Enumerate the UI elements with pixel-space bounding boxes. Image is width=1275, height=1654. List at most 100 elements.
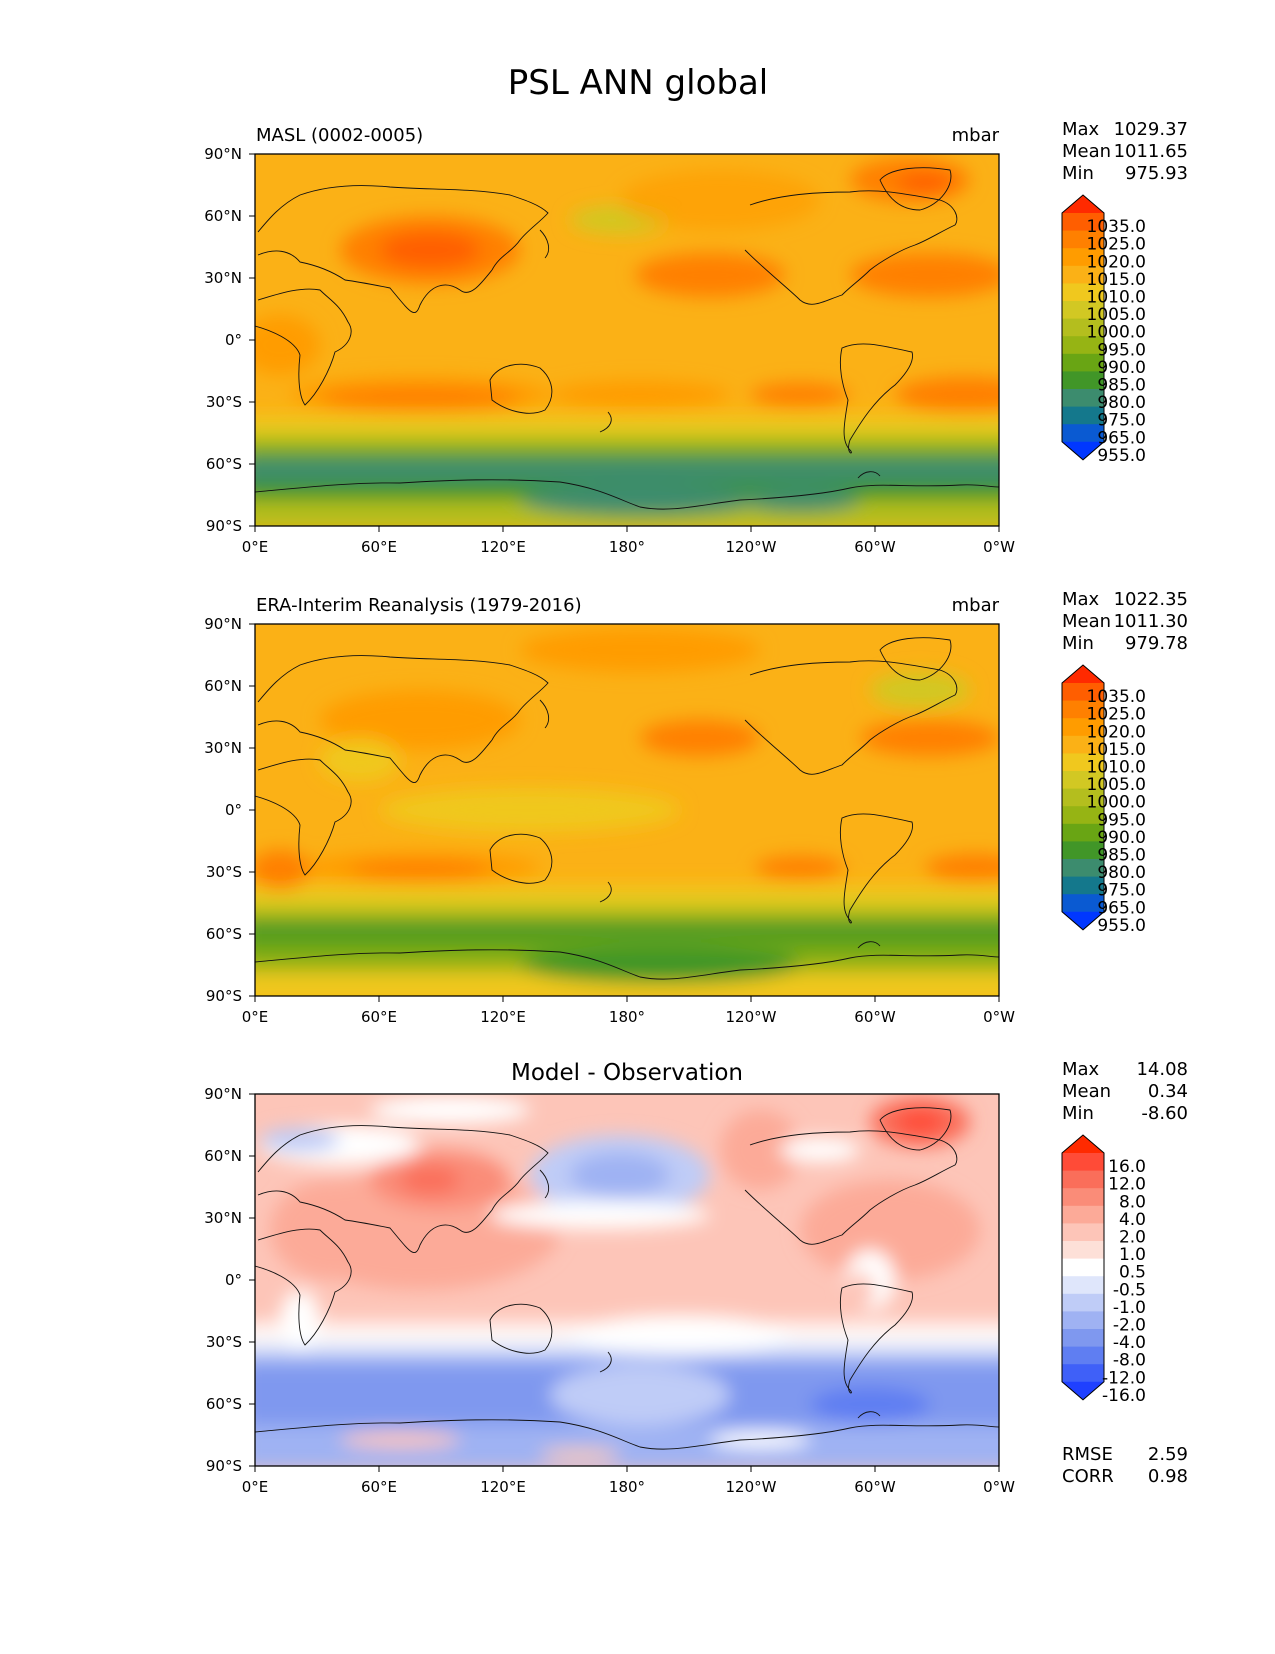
colorbar-tick-label: 1025.0 <box>1087 235 1146 255</box>
lat-tick: 30°S <box>206 863 242 881</box>
lat-axis: 90°N 60°N 30°N 0° 30°S 60°S 90°S <box>204 1085 242 1475</box>
lat-tick: 30°N <box>204 269 242 287</box>
lat-tick: 90°N <box>204 145 242 163</box>
colorbar-segment <box>1062 424 1104 443</box>
map-field <box>255 154 999 526</box>
colorbar-segment <box>1062 771 1104 790</box>
stat-label: Min <box>1062 1103 1094 1124</box>
colorbar-segment <box>1062 806 1104 825</box>
stat-value: 975.93 <box>1125 163 1188 184</box>
lat-tick: 90°S <box>206 987 242 1005</box>
lat-tick: 60°S <box>206 925 242 943</box>
colorbar-tick-label: 2.0 <box>1119 1228 1146 1248</box>
lat-tick: 60°S <box>206 1395 242 1413</box>
lon-tick: 0°W <box>983 1008 1015 1026</box>
colorbar-segment <box>1062 1188 1104 1207</box>
panel-title: Model - Observation <box>511 1060 743 1086</box>
colorbar-tick-label: 995.0 <box>1097 810 1146 830</box>
colorbar-segment <box>1062 1311 1104 1330</box>
colorbar-tick-label: 1005.0 <box>1087 775 1146 795</box>
lat-tick: 90°S <box>206 1457 242 1475</box>
colorbar-extend-max <box>1062 1135 1104 1153</box>
colorbar-extend-min <box>1062 441 1104 460</box>
colorbar-tick-label: -16.0 <box>1102 1386 1146 1406</box>
lat-tick: 30°N <box>204 739 242 757</box>
stat-value: 0.98 <box>1148 1466 1188 1487</box>
lon-tick: 120°E <box>480 1478 526 1496</box>
colorbar-extend-min <box>1062 1381 1104 1400</box>
lat-tick: 0° <box>225 1271 242 1289</box>
lon-tick: 180° <box>609 1478 645 1496</box>
lon-tick: 60°W <box>854 1008 896 1026</box>
colorbar-segment <box>1062 876 1104 895</box>
lon-tick: 0°E <box>242 1008 269 1026</box>
colorbar-tick-label: 990.0 <box>1097 358 1146 378</box>
lon-axis: 0°E 60°E 120°E 180° 120°W 60°W 0°W <box>242 538 1015 556</box>
lat-tick: 30°N <box>204 1209 242 1227</box>
colorbar-tick-label: -0.5 <box>1113 1280 1146 1300</box>
colorbar-segment <box>1062 1241 1104 1260</box>
lon-tick: 180° <box>609 1008 645 1026</box>
stat-value: -8.60 <box>1141 1103 1188 1124</box>
colorbar-tick-label: 980.0 <box>1097 393 1146 413</box>
colorbar-segment <box>1062 1223 1104 1242</box>
colorbar-segment <box>1062 718 1104 737</box>
colorbar-tick-label: -1.0 <box>1113 1298 1146 1318</box>
panel-title: MASL (0002-0005) <box>256 125 423 146</box>
colorbar-segment <box>1062 230 1104 249</box>
colorbar-tick-label: 1025.0 <box>1087 705 1146 725</box>
colorbar-segment <box>1062 336 1104 355</box>
panel-diff: Model - Observation <box>204 1059 1188 1496</box>
colorbar-tick-label: 1010.0 <box>1087 758 1146 778</box>
colorbar-extend-max <box>1062 665 1104 683</box>
colorbar-tick-label: 1015.0 <box>1087 270 1146 290</box>
colorbar-segment <box>1062 841 1104 860</box>
colorbar: 1035.01025.01020.01015.01010.01005.01000… <box>1061 194 1146 466</box>
stat-label: Mean <box>1062 1081 1111 1102</box>
colorbar-tick-label: 965.0 <box>1097 898 1146 918</box>
colorbar-segment <box>1062 265 1104 284</box>
coastlines <box>255 637 999 980</box>
colorbar-tick-label: -8.0 <box>1113 1351 1146 1371</box>
stat-value: 1011.30 <box>1114 611 1188 632</box>
stat-value: 979.78 <box>1125 633 1188 654</box>
lat-tick: 60°N <box>204 1147 242 1165</box>
lon-tick: 0°E <box>242 538 269 556</box>
stat-value: 1029.37 <box>1114 119 1188 140</box>
panel-obs: ERA-Interim Reanalysis (1979-2016) mbar <box>204 589 1188 1026</box>
colorbar-tick-label: 0.5 <box>1119 1263 1146 1283</box>
lat-tick: 0° <box>225 331 242 349</box>
colorbar-segment <box>1062 1170 1104 1189</box>
stat-label: Max <box>1062 1059 1100 1080</box>
lon-tick: 60°E <box>361 1008 397 1026</box>
lat-tick: 0° <box>225 801 242 819</box>
lat-tick: 60°N <box>204 207 242 225</box>
colorbar-segment <box>1062 1205 1104 1224</box>
stat-label: RMSE <box>1062 1444 1113 1465</box>
colorbar-tick-label: 1035.0 <box>1087 687 1146 707</box>
lon-tick: 180° <box>609 538 645 556</box>
lon-tick: 0°W <box>983 538 1015 556</box>
skill-stats-box: RMSE 2.59 CORR 0.98 <box>1062 1444 1188 1487</box>
colorbar-segment <box>1062 683 1104 702</box>
colorbar-segment <box>1062 353 1104 372</box>
lat-tick: 90°N <box>204 1085 242 1103</box>
colorbar-segment <box>1062 389 1104 408</box>
lon-tick: 120°E <box>480 1008 526 1026</box>
lat-tick: 30°S <box>206 1333 242 1351</box>
stat-value: 1022.35 <box>1114 589 1188 610</box>
lon-tick: 120°W <box>726 1008 777 1026</box>
colorbar-segment <box>1062 823 1104 842</box>
colorbar-tick-label: 965.0 <box>1097 428 1146 448</box>
lat-tick: 90°S <box>206 517 242 535</box>
colorbar-segment <box>1062 248 1104 267</box>
lat-axis: 90°N 60°N 30°N 0° 30°S 60°S 90°S <box>204 145 242 535</box>
colorbar-tick-label: 980.0 <box>1097 863 1146 883</box>
colorbar-segment <box>1062 753 1104 772</box>
colorbar-tick-label: 975.0 <box>1097 411 1146 431</box>
colorbar-tick-label: 1035.0 <box>1087 217 1146 237</box>
colorbar-segment <box>1062 1293 1104 1312</box>
lat-tick: 90°N <box>204 615 242 633</box>
lon-tick: 0°E <box>242 1478 269 1496</box>
